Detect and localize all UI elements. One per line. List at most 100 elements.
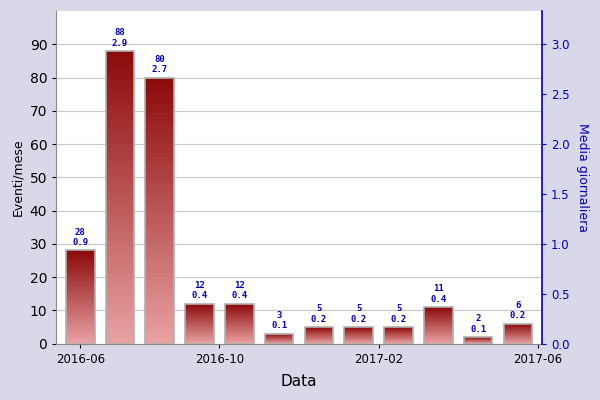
Bar	[424, 313, 452, 314]
Bar	[424, 342, 452, 343]
Bar	[424, 340, 452, 341]
Text: 2
0.1: 2 0.1	[470, 314, 486, 334]
Bar	[225, 310, 254, 311]
Bar	[106, 266, 134, 270]
Bar	[424, 307, 452, 308]
Bar	[225, 329, 254, 330]
Bar	[106, 304, 134, 309]
Bar	[66, 300, 95, 302]
Bar	[106, 70, 134, 75]
Bar	[66, 250, 95, 344]
Bar	[106, 80, 134, 85]
Bar	[66, 342, 95, 344]
Bar	[66, 311, 95, 312]
Bar	[106, 319, 134, 324]
Bar	[225, 323, 254, 324]
Bar	[106, 110, 134, 114]
Bar	[145, 91, 174, 95]
Bar	[145, 326, 174, 330]
Bar	[185, 314, 214, 315]
Bar	[305, 327, 333, 344]
Bar	[66, 278, 95, 280]
Bar	[106, 114, 134, 119]
Bar	[66, 308, 95, 309]
Bar	[185, 324, 214, 325]
Bar	[106, 66, 134, 70]
Bar	[145, 286, 174, 290]
Bar	[106, 129, 134, 134]
Bar	[66, 284, 95, 286]
Bar	[66, 272, 95, 274]
Bar	[344, 327, 373, 344]
Bar	[106, 290, 134, 295]
Bar	[225, 308, 254, 309]
Bar	[424, 335, 452, 336]
Bar	[66, 268, 95, 269]
Bar	[424, 343, 452, 344]
Bar	[145, 162, 174, 166]
Bar	[145, 104, 174, 109]
Text: 80
2.7: 80 2.7	[152, 55, 168, 74]
Bar	[225, 315, 254, 316]
Bar	[66, 322, 95, 323]
Bar	[424, 310, 452, 311]
Bar	[424, 317, 452, 318]
Bar	[225, 341, 254, 342]
Bar	[106, 231, 134, 236]
Bar	[145, 202, 174, 206]
Bar	[66, 257, 95, 258]
Bar	[66, 255, 95, 257]
Bar	[106, 173, 134, 178]
Bar	[66, 340, 95, 342]
Bar	[66, 328, 95, 330]
Text: 5
0.2: 5 0.2	[391, 304, 407, 324]
Bar	[185, 325, 214, 326]
Bar	[106, 280, 134, 285]
Bar	[66, 280, 95, 282]
Bar	[145, 82, 174, 86]
Bar	[424, 315, 452, 316]
Bar	[225, 305, 254, 306]
Bar	[66, 283, 95, 284]
Bar	[424, 336, 452, 337]
Bar	[145, 86, 174, 91]
Bar	[145, 166, 174, 171]
Bar	[185, 341, 214, 342]
Bar	[145, 140, 174, 144]
Bar	[424, 331, 452, 332]
Bar	[66, 271, 95, 272]
Bar	[424, 312, 452, 313]
Bar	[66, 291, 95, 292]
Bar	[66, 258, 95, 260]
Bar	[145, 282, 174, 286]
Bar	[106, 153, 134, 158]
Bar	[185, 343, 214, 344]
Bar	[225, 339, 254, 340]
Bar	[424, 328, 452, 329]
Bar	[185, 311, 214, 312]
Bar	[225, 324, 254, 325]
Bar	[106, 222, 134, 226]
Bar	[66, 312, 95, 314]
Bar	[185, 316, 214, 317]
Bar	[106, 139, 134, 144]
Bar	[145, 339, 174, 344]
Bar	[106, 251, 134, 256]
Bar	[145, 95, 174, 100]
Bar	[185, 335, 214, 336]
Bar	[185, 323, 214, 324]
Bar	[185, 317, 214, 318]
Bar	[66, 252, 95, 254]
Bar	[66, 263, 95, 264]
Bar	[185, 339, 214, 340]
Bar	[145, 312, 174, 317]
Bar	[145, 321, 174, 326]
Bar	[106, 212, 134, 217]
Bar	[106, 168, 134, 173]
Bar	[106, 90, 134, 95]
Y-axis label: Eventi/mese: Eventi/mese	[11, 138, 24, 216]
Bar	[106, 105, 134, 110]
Bar	[384, 327, 413, 344]
Bar	[106, 207, 134, 212]
Bar	[225, 340, 254, 341]
